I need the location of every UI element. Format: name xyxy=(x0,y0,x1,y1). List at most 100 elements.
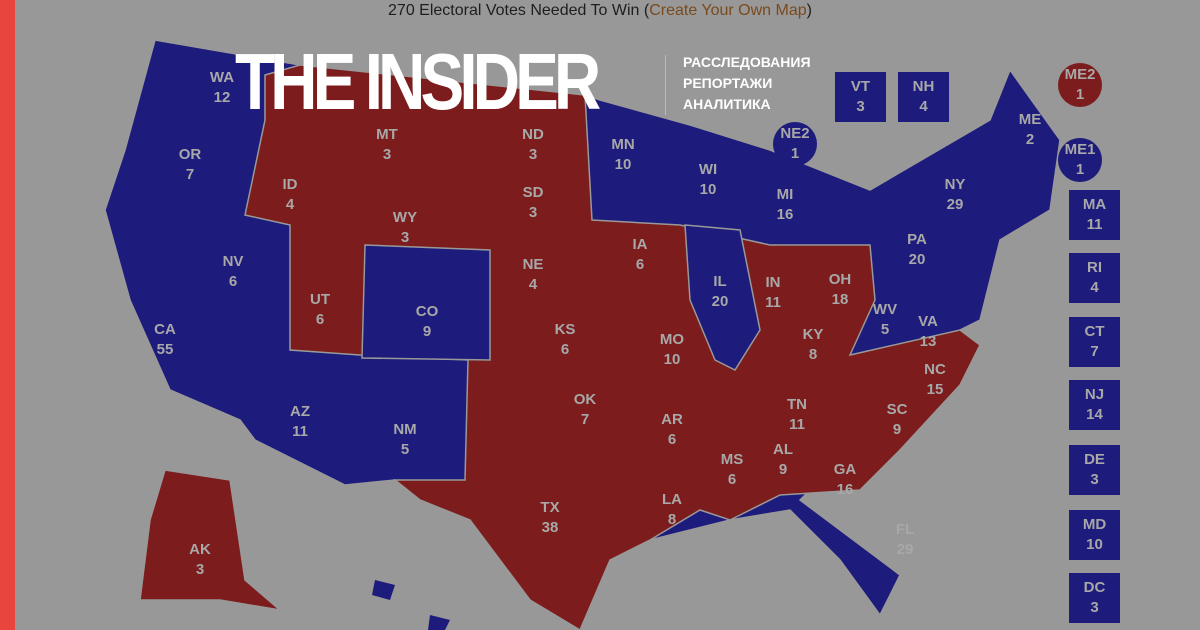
tagline-line: РАССЛЕДОВАНИЯ xyxy=(683,54,811,70)
logo-divider xyxy=(665,55,666,115)
state-votes: 3 xyxy=(382,146,392,163)
box-votes: 10 xyxy=(1086,536,1103,553)
header-text: 270 Electoral Votes Needed To Win ( xyxy=(388,2,650,19)
state-code: MS xyxy=(720,451,744,468)
state-label-mi: MI 16 xyxy=(777,185,794,225)
state-code: IA xyxy=(632,236,648,253)
box-code: MD xyxy=(1082,516,1107,533)
state-label-wy: WY 3 xyxy=(393,208,417,248)
box-votes: 1 xyxy=(1075,161,1085,178)
state-code: PA xyxy=(907,231,927,248)
state-code: ME xyxy=(1018,111,1042,128)
box-votes: 4 xyxy=(919,98,928,115)
box-code: DC xyxy=(1083,579,1106,596)
accent-stripe xyxy=(0,0,15,630)
state-votes: 29 xyxy=(946,196,964,213)
box-nh[interactable]: NH 4 xyxy=(898,72,949,122)
state-votes: 55 xyxy=(156,341,174,358)
state-code: OR xyxy=(178,146,202,163)
state-votes: 9 xyxy=(892,421,902,438)
box-code: NH xyxy=(912,78,935,95)
state-votes: 3 xyxy=(400,229,410,246)
state-code: KY xyxy=(802,326,824,343)
create-map-link[interactable]: Create Your Own Map xyxy=(649,2,807,19)
box-de[interactable]: DE 3 xyxy=(1069,445,1120,495)
state-votes: 7 xyxy=(185,166,195,183)
state-code: TX xyxy=(540,499,560,516)
state-votes: 8 xyxy=(808,346,818,363)
box-md[interactable]: MD 10 xyxy=(1069,510,1120,560)
box-code: CT xyxy=(1084,323,1105,340)
state-label-in: IN 11 xyxy=(765,273,781,313)
state-label-mn: MN 10 xyxy=(611,135,634,175)
state-votes: 20 xyxy=(908,251,926,268)
box-me2[interactable]: ME2 1 xyxy=(1058,63,1102,107)
state-code: VA xyxy=(918,313,938,330)
state-label-va: VA 13 xyxy=(918,312,938,352)
box-code: NE2 xyxy=(780,125,810,142)
state-votes: 16 xyxy=(776,206,794,223)
state-votes: 12 xyxy=(213,89,231,106)
state-hi xyxy=(372,580,395,600)
state-code: MT xyxy=(376,126,398,143)
state-code: FL xyxy=(895,521,915,538)
box-ct[interactable]: CT 7 xyxy=(1069,317,1120,367)
logo: THE INSIDER xyxy=(235,37,601,126)
state-label-il: IL 20 xyxy=(712,272,729,312)
box-ri[interactable]: RI 4 xyxy=(1069,253,1120,303)
state-code: SD xyxy=(522,184,544,201)
box-vt[interactable]: VT 3 xyxy=(835,72,886,122)
state-votes: 20 xyxy=(711,293,729,310)
state-label-al: AL 9 xyxy=(773,440,793,480)
state-votes: 6 xyxy=(667,431,677,448)
state-label-sc: SC 9 xyxy=(887,400,908,440)
state-label-wv: WV 5 xyxy=(873,300,897,340)
state-votes: 16 xyxy=(836,481,854,498)
state-label-ca: CA 55 xyxy=(154,320,176,360)
state-label-tx: TX 38 xyxy=(540,498,559,538)
state-ak xyxy=(139,469,283,612)
state-code: OH xyxy=(828,271,852,288)
state-label-az: AZ 11 xyxy=(290,402,310,442)
state-votes: 6 xyxy=(727,471,737,488)
state-label-oh: OH 18 xyxy=(829,270,852,310)
box-code: RI xyxy=(1087,259,1102,276)
state-label-ut: UT 6 xyxy=(310,290,330,330)
box-nj[interactable]: NJ 14 xyxy=(1069,380,1120,430)
state-label-nd: ND 3 xyxy=(522,125,544,165)
state-code: AZ xyxy=(290,403,310,420)
state-label-ga: GA 16 xyxy=(834,460,857,500)
state-label-la: LA 8 xyxy=(662,490,682,530)
state-code: GA xyxy=(833,461,857,478)
box-votes: 7 xyxy=(1090,343,1099,360)
state-votes: 4 xyxy=(285,196,295,213)
state-code: ID xyxy=(282,176,298,193)
box-dc[interactable]: DC 3 xyxy=(1069,573,1120,623)
state-label-me: ME 2 xyxy=(1019,110,1042,150)
state-label-fl: FL 29 xyxy=(896,520,914,560)
box-votes: 3 xyxy=(1090,471,1099,488)
state-label-nc: NC 15 xyxy=(924,360,946,400)
state-votes: 6 xyxy=(635,256,645,273)
state-code: IL xyxy=(713,273,727,290)
state-code: CA xyxy=(154,321,176,338)
state-code: CO xyxy=(415,303,439,320)
box-ma[interactable]: MA 11 xyxy=(1069,190,1120,240)
state-votes: 6 xyxy=(228,273,238,290)
box-me1[interactable]: ME1 1 xyxy=(1058,138,1102,182)
state-label-ks: KS 6 xyxy=(555,320,576,360)
state-label-tn: TN 11 xyxy=(787,395,807,435)
state-label-or: OR 7 xyxy=(179,145,202,185)
box-ne2[interactable]: NE2 1 xyxy=(773,122,817,166)
header-paren: ) xyxy=(806,2,812,19)
box-code: MA xyxy=(1082,196,1107,213)
tagline-line: РЕПОРТАЖИ xyxy=(683,75,773,91)
state-label-co: CO 9 xyxy=(416,302,439,342)
state-code: WV xyxy=(872,301,898,318)
state-votes: 10 xyxy=(614,156,632,173)
logo-tagline: РАССЛЕДОВАНИЯ РЕПОРТАЖИ АНАЛИТИКА xyxy=(683,52,811,115)
state-label-ms: MS 6 xyxy=(721,450,744,490)
state-code: KS xyxy=(554,321,576,338)
state-code: AK xyxy=(189,541,211,558)
